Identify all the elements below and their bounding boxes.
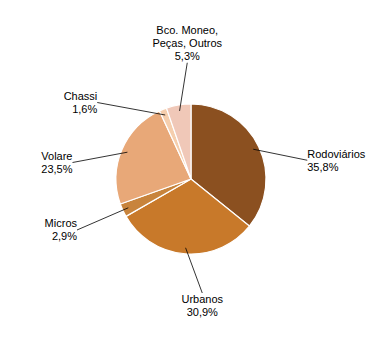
svg-text:Bco. Moneo,Peças, Outros5,3%: Bco. Moneo,Peças, Outros5,3% bbox=[152, 24, 222, 62]
svg-text:Micros2,9%: Micros2,9% bbox=[45, 217, 78, 242]
svg-text:Chassi1,6%: Chassi1,6% bbox=[64, 90, 98, 115]
svg-text:Rodoviários35,8%: Rodoviários35,8% bbox=[307, 148, 366, 173]
svg-text:Urbanos30,9%: Urbanos30,9% bbox=[181, 293, 223, 318]
svg-text:Volare23,5%: Volare23,5% bbox=[41, 150, 72, 175]
